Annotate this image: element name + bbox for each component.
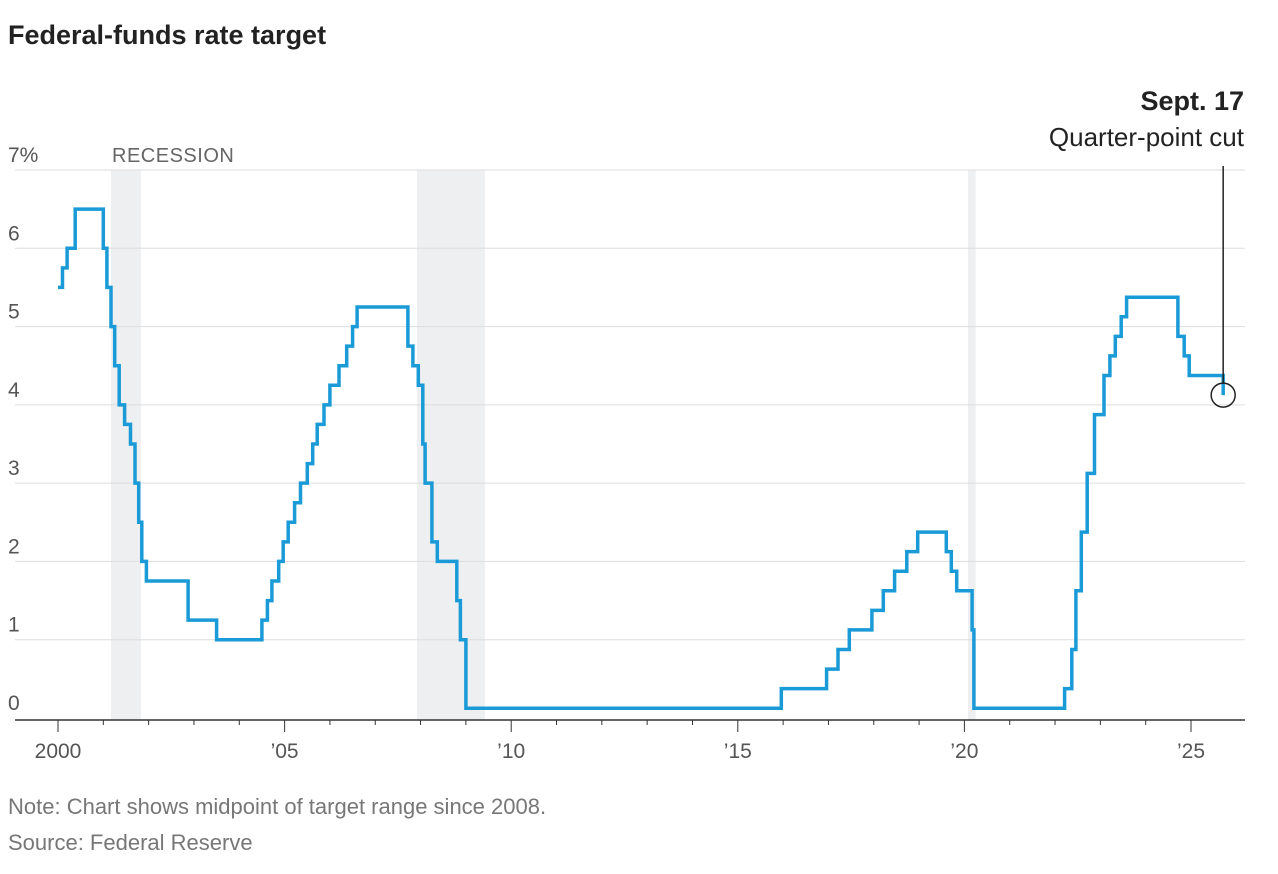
x-tick-label: ’05 xyxy=(271,740,299,763)
annotation-date: Sept. 17 xyxy=(1140,86,1244,116)
chart-title: Federal-funds rate target xyxy=(8,20,327,50)
y-tick-label: 4 xyxy=(8,379,20,402)
y-tick-label: 7% xyxy=(8,144,38,167)
x-tick-label: ’25 xyxy=(1177,740,1205,763)
recession-band xyxy=(968,170,976,720)
y-tick-label: 1 xyxy=(8,614,20,637)
chart-note: Note: Chart shows midpoint of target ran… xyxy=(8,794,547,819)
y-tick-label: 5 xyxy=(8,301,20,324)
annotation-text: Quarter-point cut xyxy=(1049,122,1245,152)
x-tick-label: ’10 xyxy=(497,740,525,763)
chart-source: Source: Federal Reserve xyxy=(8,830,253,855)
x-tick-label: ’20 xyxy=(950,740,978,763)
annotation-marker xyxy=(1210,382,1236,408)
recession-label: RECESSION xyxy=(112,145,234,167)
x-tick-label: 2000 xyxy=(35,740,82,763)
x-tick-label: ’15 xyxy=(724,740,752,763)
recession-band xyxy=(416,170,485,720)
y-tick-label: 6 xyxy=(8,222,20,245)
y-tick-label: 2 xyxy=(8,535,20,558)
rate-series-line xyxy=(58,207,1225,710)
y-tick-label: 0 xyxy=(8,692,20,715)
y-tick-label: 3 xyxy=(8,457,20,480)
